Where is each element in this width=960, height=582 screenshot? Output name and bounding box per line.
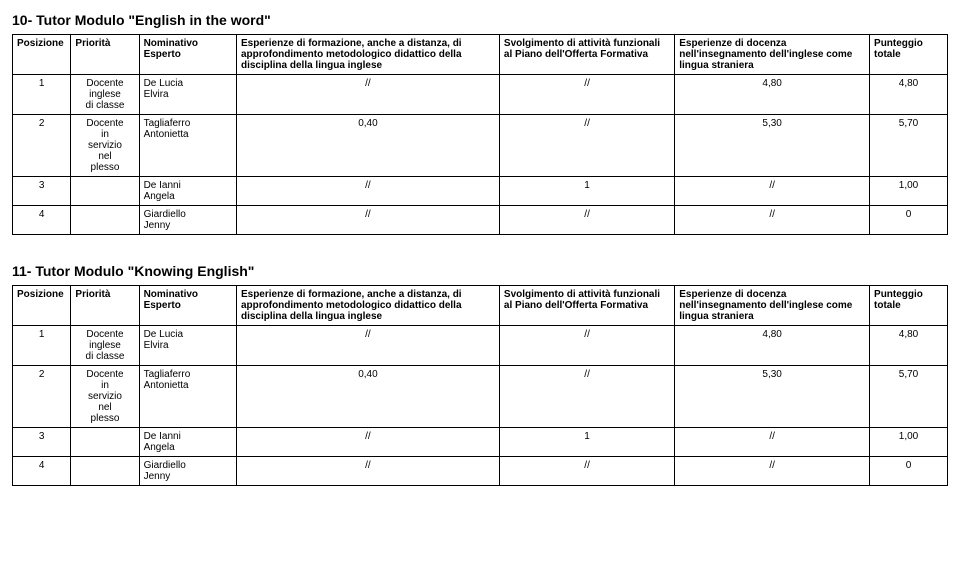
table-header-row: Posizione Priorità Nominativo Esperto Es…	[13, 35, 948, 75]
cell-nom: Giardiello Jenny	[139, 206, 236, 235]
table-1: Posizione Priorità Nominativo Esperto Es…	[12, 34, 948, 235]
cell-pos: 2	[13, 366, 71, 428]
col-docenza: Esperienze di docenza nell'insegnamento …	[675, 286, 870, 326]
col-svolgimento: Svolgimento di attività funzionali al Pi…	[499, 286, 674, 326]
cell-pun: 1,00	[870, 177, 948, 206]
col-posizione: Posizione	[13, 35, 71, 75]
col-nominativo-sub: Esperto	[144, 300, 232, 311]
table-row: 3 De Ianni Angela // 1 // 1,00	[13, 428, 948, 457]
cell-doc: 5,30	[675, 366, 870, 428]
table-row: 4 Giardiello Jenny // // // 0	[13, 457, 948, 486]
cell-svo: 1	[499, 428, 674, 457]
cell-exp: //	[236, 428, 499, 457]
cell-exp: //	[236, 177, 499, 206]
table-row: 3 De Ianni Angela // 1 // 1,00	[13, 177, 948, 206]
section-title-1: 10- Tutor Modulo "English in the word"	[12, 12, 948, 28]
col-priorita: Priorità	[71, 286, 139, 326]
cell-pun: 0	[870, 457, 948, 486]
col-nominativo: Nominativo Esperto	[139, 286, 236, 326]
cell-pun: 4,80	[870, 326, 948, 366]
section-title-2: 11- Tutor Modulo "Knowing English"	[12, 263, 948, 279]
cell-exp: //	[236, 457, 499, 486]
cell-pos: 4	[13, 206, 71, 235]
col-docenza: Esperienze di docenza nell'insegnamento …	[675, 35, 870, 75]
cell-doc: //	[675, 177, 870, 206]
cell-pos: 3	[13, 177, 71, 206]
cell-doc: 4,80	[675, 326, 870, 366]
cell-nom: De Ianni Angela	[139, 177, 236, 206]
cell-pos: 4	[13, 457, 71, 486]
col-nominativo-sub: Esperto	[144, 49, 232, 60]
cell-pun: 4,80	[870, 75, 948, 115]
cell-nom: De Lucia Elvira	[139, 75, 236, 115]
table-row: 1 Docente inglese di classe De Lucia Elv…	[13, 326, 948, 366]
table-row: 2 Docente in servizio nel plesso Tagliaf…	[13, 366, 948, 428]
cell-pri	[71, 206, 139, 235]
cell-exp: //	[236, 75, 499, 115]
cell-pun: 1,00	[870, 428, 948, 457]
cell-nom: De Lucia Elvira	[139, 326, 236, 366]
cell-svo: //	[499, 206, 674, 235]
cell-pun: 0	[870, 206, 948, 235]
cell-doc: 5,30	[675, 115, 870, 177]
cell-nom: Giardiello Jenny	[139, 457, 236, 486]
cell-pri: Docente inglese di classe	[71, 326, 139, 366]
table-2: Posizione Priorità Nominativo Esperto Es…	[12, 285, 948, 486]
cell-pri	[71, 428, 139, 457]
cell-pos: 2	[13, 115, 71, 177]
table-row: 1 Docente inglese di classe De Lucia Elv…	[13, 75, 948, 115]
cell-svo: //	[499, 366, 674, 428]
cell-pun: 5,70	[870, 115, 948, 177]
cell-svo: //	[499, 75, 674, 115]
cell-pri: Docente in servizio nel plesso	[71, 366, 139, 428]
cell-exp: //	[236, 326, 499, 366]
cell-pri: Docente in servizio nel plesso	[71, 115, 139, 177]
table-row: 2 Docente in servizio nel plesso Tagliaf…	[13, 115, 948, 177]
cell-doc: 4,80	[675, 75, 870, 115]
col-esperienze: Esperienze di formazione, anche a distan…	[236, 286, 499, 326]
col-punteggio: Punteggio totale	[870, 35, 948, 75]
cell-doc: //	[675, 428, 870, 457]
col-esperienze: Esperienze di formazione, anche a distan…	[236, 35, 499, 75]
table-row: 4 Giardiello Jenny // // // 0	[13, 206, 948, 235]
cell-pri	[71, 457, 139, 486]
col-priorita: Priorità	[71, 35, 139, 75]
col-punteggio: Punteggio totale	[870, 286, 948, 326]
cell-exp: 0,40	[236, 366, 499, 428]
cell-doc: //	[675, 206, 870, 235]
table-header-row: Posizione Priorità Nominativo Esperto Es…	[13, 286, 948, 326]
col-nominativo-label: Nominativo	[144, 289, 232, 300]
cell-nom: Tagliaferro Antonietta	[139, 366, 236, 428]
cell-nom: De Ianni Angela	[139, 428, 236, 457]
col-svolgimento: Svolgimento di attività funzionali al Pi…	[499, 35, 674, 75]
col-nominativo-label: Nominativo	[144, 38, 232, 49]
cell-exp: //	[236, 206, 499, 235]
cell-svo: //	[499, 326, 674, 366]
col-nominativo: Nominativo Esperto	[139, 35, 236, 75]
cell-nom: Tagliaferro Antonietta	[139, 115, 236, 177]
cell-pos: 3	[13, 428, 71, 457]
cell-doc: //	[675, 457, 870, 486]
cell-pri	[71, 177, 139, 206]
cell-exp: 0,40	[236, 115, 499, 177]
cell-svo: 1	[499, 177, 674, 206]
cell-pri: Docente inglese di classe	[71, 75, 139, 115]
cell-pun: 5,70	[870, 366, 948, 428]
cell-pos: 1	[13, 326, 71, 366]
cell-pos: 1	[13, 75, 71, 115]
cell-svo: //	[499, 115, 674, 177]
col-posizione: Posizione	[13, 286, 71, 326]
cell-svo: //	[499, 457, 674, 486]
